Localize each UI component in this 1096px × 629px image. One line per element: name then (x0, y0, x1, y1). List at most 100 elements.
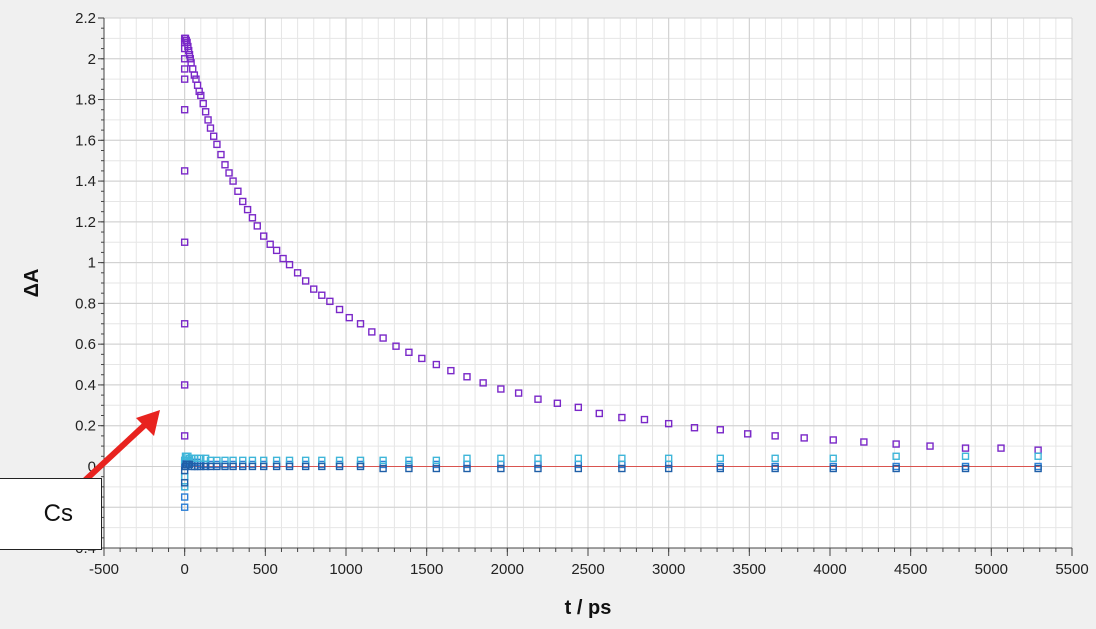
data-point (318, 291, 326, 299)
data-point (221, 462, 229, 471)
y-tick-label: 0.4 (75, 377, 96, 394)
data-point (618, 454, 626, 463)
data-point (860, 438, 868, 446)
data-point (379, 456, 387, 465)
data-point (892, 440, 900, 448)
data-point (368, 328, 376, 336)
y-tick-label: 2.2 (75, 10, 96, 27)
data-point (180, 106, 189, 114)
data-point (463, 454, 471, 463)
data-point (574, 403, 583, 412)
data-point (1034, 452, 1042, 460)
data-point (272, 462, 281, 471)
data-point (180, 479, 189, 487)
data-point (997, 444, 1005, 452)
data-point (217, 150, 225, 159)
data-point (405, 460, 413, 469)
data-point (285, 462, 294, 471)
data-point (272, 246, 281, 255)
data-point (595, 409, 603, 418)
data-point (379, 334, 387, 342)
data-point (800, 434, 808, 442)
data-point (961, 452, 970, 460)
data-point (479, 379, 487, 387)
data-point (229, 177, 237, 185)
data-point (432, 460, 441, 469)
data-point (197, 454, 205, 463)
data-point (180, 432, 189, 440)
y-tick-label: 1 (88, 255, 96, 272)
x-tick-label: 4000 (813, 561, 846, 578)
data-point (892, 464, 900, 473)
y-tick-label: 1.4 (75, 173, 96, 190)
data-point (534, 464, 542, 473)
data-point (180, 238, 189, 246)
data-point (553, 399, 562, 407)
data-point (335, 305, 344, 314)
data-point (497, 464, 505, 473)
x-tick-label: 500 (253, 561, 278, 578)
data-point (961, 464, 970, 473)
series-layer (180, 34, 1042, 511)
data-point (260, 232, 268, 240)
data-point (463, 464, 471, 473)
data-point (345, 313, 353, 322)
y-tick-label: 0.8 (75, 295, 96, 312)
data-point (829, 454, 837, 463)
y-tick-label: 1.6 (75, 132, 96, 149)
data-point (574, 454, 583, 463)
data-point (310, 285, 318, 293)
data-point (716, 454, 724, 463)
y-tick-label: 0 (88, 458, 96, 475)
data-point (392, 342, 400, 350)
data-point (618, 464, 626, 473)
data-point (664, 419, 673, 428)
x-tick-label: 5000 (975, 561, 1008, 578)
data-point (180, 320, 189, 328)
data-point (180, 381, 189, 389)
y-tick-label: 0.2 (75, 418, 96, 435)
data-point (534, 454, 542, 463)
data-point (199, 99, 207, 108)
x-axis-title: t / ps (565, 597, 612, 619)
data-point (618, 413, 626, 422)
callout-arrow (77, 410, 160, 488)
arrow-shaft (77, 419, 151, 488)
x-tick-label: 5500 (1055, 561, 1088, 578)
data-point (335, 462, 344, 471)
x-tick-label: -500 (89, 561, 119, 578)
data-point (514, 389, 523, 397)
data-point (405, 348, 413, 357)
data-point (197, 462, 205, 471)
x-tick-label: 4500 (894, 561, 927, 578)
data-point (183, 38, 191, 47)
data-point (253, 222, 261, 230)
data-point (771, 464, 779, 473)
data-point (961, 444, 970, 452)
x-tick-label: 1500 (410, 561, 443, 578)
callout-box: Cs (0, 478, 102, 550)
data-point (206, 124, 215, 132)
data-point (184, 42, 192, 51)
data-point (497, 385, 505, 393)
data-point (184, 46, 193, 55)
data-point (432, 464, 441, 473)
x-tick-label: 2500 (571, 561, 604, 578)
x-tick-label: 3500 (733, 561, 766, 578)
data-point (716, 426, 724, 434)
y-axis-title: ΔA (21, 269, 43, 298)
callout-label: Cs (43, 500, 73, 527)
data-point (771, 454, 779, 463)
data-point (318, 462, 326, 471)
data-point (234, 187, 242, 195)
data-point (926, 442, 934, 450)
x-tick-label: 3000 (652, 561, 685, 578)
data-point (293, 269, 302, 277)
data-point (243, 205, 252, 214)
data-point (210, 132, 218, 140)
data-point (248, 214, 257, 222)
data-point (379, 460, 387, 469)
data-point (664, 464, 673, 473)
data-point (186, 55, 195, 63)
